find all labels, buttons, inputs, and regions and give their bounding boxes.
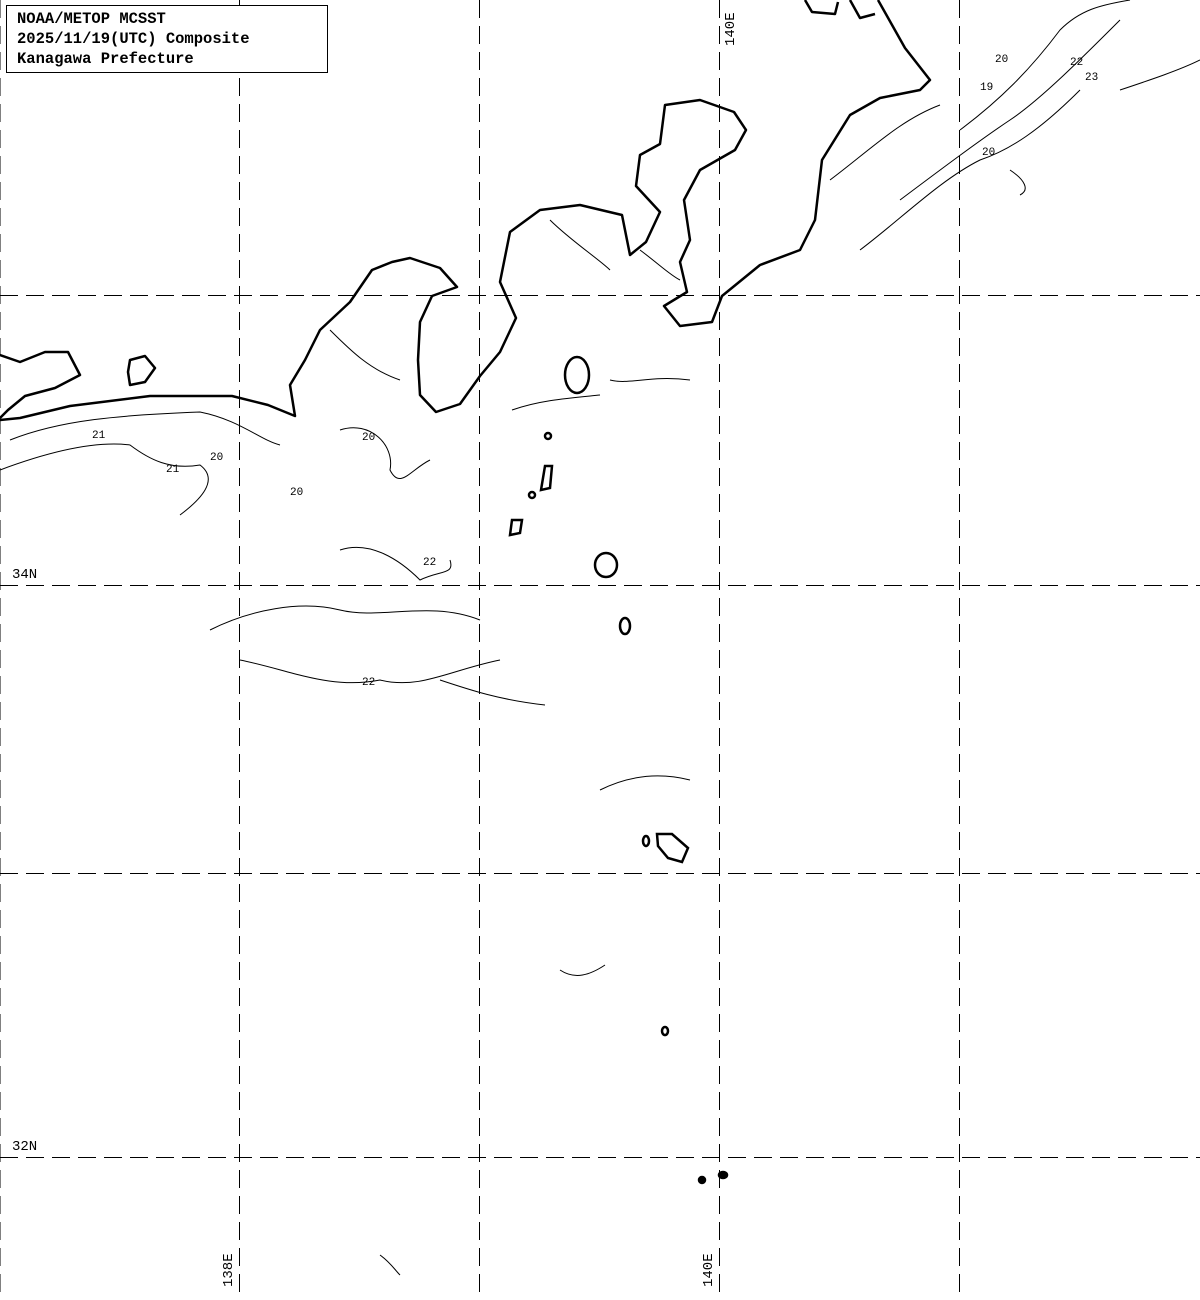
island-miyakejima	[593, 551, 619, 579]
island-kozushima	[508, 518, 524, 537]
contour-label: 22	[423, 557, 436, 569]
coastline-main	[0, 0, 932, 422]
sst-contour-line	[9, 411, 281, 446]
island-oshima	[563, 355, 591, 395]
island-hachijo-kojima	[641, 834, 651, 848]
title-date: 2025/11/19(UTC) Composite	[17, 30, 250, 48]
sst-contour-line	[511, 394, 601, 411]
sst-contour-line	[239, 659, 501, 684]
contour-label: 22	[1070, 57, 1083, 69]
coastline-west	[0, 350, 82, 419]
sst-contour-line	[439, 679, 546, 706]
island-mikurajima	[618, 616, 632, 636]
island-niijima	[539, 464, 554, 492]
coastline	[0, 0, 932, 422]
sst-contour-line	[609, 378, 691, 382]
island-south-a	[697, 1175, 707, 1185]
contour-label: 20	[290, 487, 303, 499]
sst-contour-line	[899, 19, 1121, 201]
island-hachijojima	[655, 832, 690, 864]
island-south-b	[717, 1170, 729, 1180]
contour-label: 20	[982, 147, 995, 159]
sst-contour-line	[379, 1254, 401, 1276]
island-aogashima	[660, 1025, 670, 1037]
sst-contour-line	[339, 427, 431, 480]
peninsula-small	[126, 354, 157, 387]
contour-label: 20	[995, 54, 1008, 66]
contour-label: 20	[362, 432, 375, 444]
contour-label: 20	[210, 452, 223, 464]
title-region: Kanagawa Prefecture	[17, 50, 194, 68]
sst-contour-line	[549, 219, 611, 271]
sst-contour-line	[339, 546, 452, 581]
lon-label-138e: 138E	[221, 1253, 237, 1287]
islands	[508, 355, 729, 1185]
island-shikinejima	[527, 490, 537, 500]
map-title-box: NOAA/METOP MCSST 2025/11/19(UTC) Composi…	[6, 5, 328, 73]
contour-label: 22	[362, 677, 375, 689]
sst-contour-line	[329, 329, 401, 381]
lat-label-32n: 32N	[12, 1139, 38, 1155]
sst-contour-line	[1119, 59, 1200, 91]
sst-contour-line	[209, 605, 481, 631]
title-product: NOAA/METOP MCSST	[17, 10, 166, 28]
contour-label: 21	[92, 430, 106, 442]
lon-label-140e-top: 140E	[723, 12, 739, 46]
sst-contour-line	[559, 964, 606, 976]
contour-label: 23	[1085, 72, 1098, 84]
lon-label-140e: 140E	[701, 1253, 717, 1287]
contour-label: 19	[980, 82, 993, 94]
sst-contour-line	[0, 443, 209, 516]
sst-contour-line	[829, 104, 941, 181]
sst-contour-line	[859, 89, 1081, 251]
sst-contour-line	[639, 249, 681, 281]
sst-contour-line	[959, 0, 1131, 131]
lat-label-34n: 34N	[12, 567, 38, 583]
contour-label: 21	[166, 464, 180, 476]
sst-contour-line	[1009, 169, 1026, 196]
island-toshima	[543, 431, 553, 441]
coastline-northeast	[803, 0, 876, 20]
sst-contour-line	[599, 775, 691, 791]
contour-labels: 20 21 22 19 20 22 23 20 21 20 20 22	[92, 54, 1098, 689]
